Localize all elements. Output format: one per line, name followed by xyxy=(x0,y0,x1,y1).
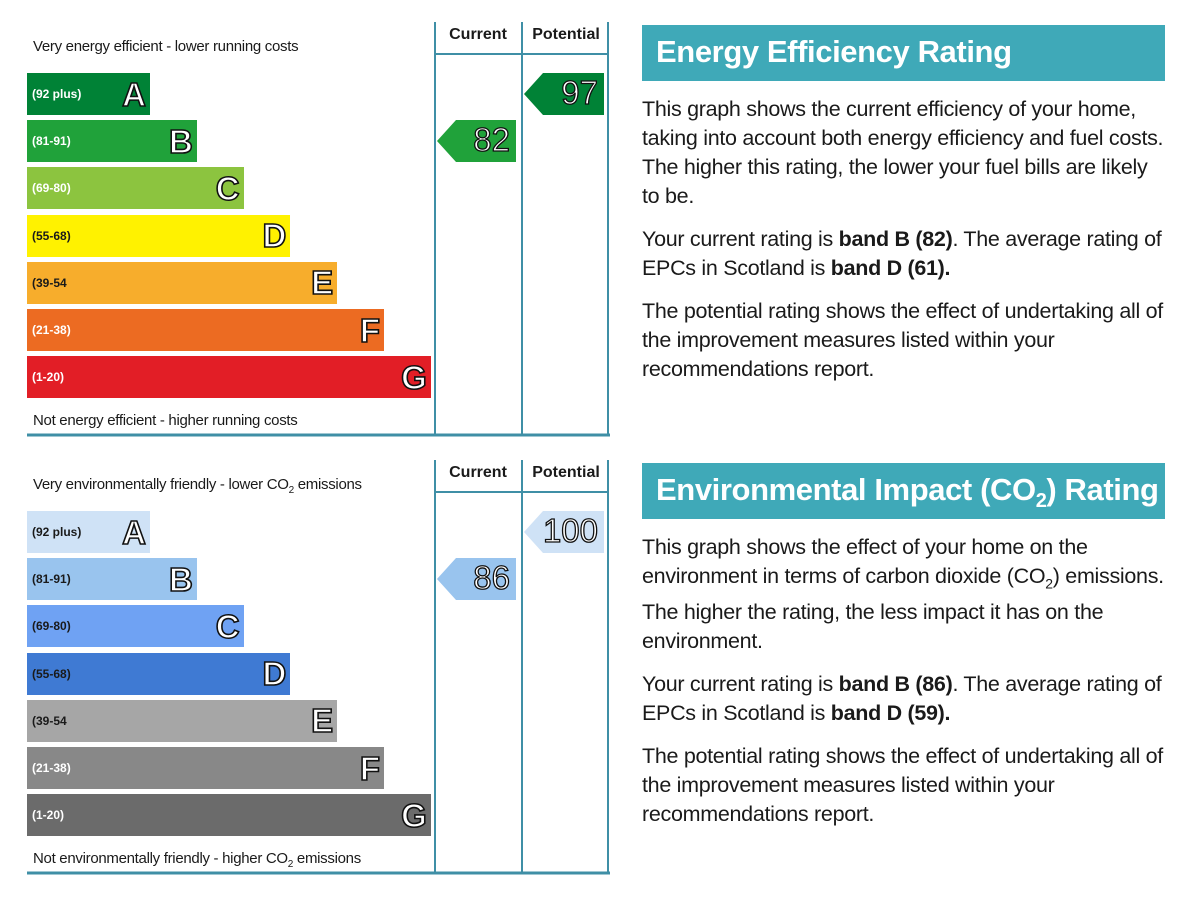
energy-band-c: (69-80) C xyxy=(27,167,244,210)
env-current-arrow: 86 xyxy=(437,558,516,601)
energy-band-c-letter: C xyxy=(215,169,240,207)
energy-band-a-letter: A xyxy=(121,75,146,113)
energy-potential-header: Potential xyxy=(532,26,600,43)
env-band-f-range: (21-38) xyxy=(32,761,71,775)
env-chart-frame xyxy=(27,460,610,875)
env-band-b: (81-91) B xyxy=(27,558,197,601)
env-band-d: (55-68) D xyxy=(27,652,291,695)
env-rating-panel: Environmental Impact (CO2) Rating This g… xyxy=(642,463,1165,829)
env-potential-header: Potential xyxy=(532,464,600,481)
energy-band-a: (92 plus) A xyxy=(27,73,150,115)
energy-current-header: Current xyxy=(449,26,507,43)
energy-current-value: 82 xyxy=(473,121,511,159)
environmental-impact-chart: Very environmentally friendly - lower CO… xyxy=(27,460,610,876)
energy-band-b: (81-91) B xyxy=(27,120,197,163)
energy-panel-current-rating: Your current rating is band B (82). The … xyxy=(642,227,1162,280)
env-band-f: (21-38) F xyxy=(27,747,384,789)
energy-band-e-range: (39-54 xyxy=(32,275,67,290)
energy-potential-value: 97 xyxy=(561,74,599,111)
energy-band-g-range: (1-20) xyxy=(32,370,65,385)
energy-band-f-range: (21-38) xyxy=(32,323,71,337)
env-band-e-letter: E xyxy=(310,702,334,740)
env-potential-value: 100 xyxy=(542,512,598,549)
env-band-c-range: (69-80) xyxy=(32,619,71,634)
env-potential-arrow: 100 xyxy=(524,511,604,553)
energy-panel-description: This graph shows the current efficiency … xyxy=(642,97,1164,208)
energy-band-e-letter: E xyxy=(310,264,334,302)
energy-potential-arrow: 97 xyxy=(524,73,604,115)
env-band-b-letter: B xyxy=(168,560,193,598)
energy-chart-frame xyxy=(27,22,610,437)
env-bottom-label: Not environmentally friendly - higher CO… xyxy=(33,850,361,870)
env-band-a-letter: A xyxy=(121,513,146,551)
env-band-b-range: (81-91) xyxy=(32,572,71,587)
energy-efficiency-chart: Very energy efficient - lower running co… xyxy=(27,22,610,438)
energy-panel-title: Energy Efficiency Rating xyxy=(642,25,1165,81)
env-band-c: (69-80) C xyxy=(27,605,244,648)
env-band-d-letter: D xyxy=(262,655,287,693)
env-band-a: (92 plus) A xyxy=(27,511,150,553)
energy-band-e: (39-54 E xyxy=(27,261,338,304)
energy-band-b-letter: B xyxy=(168,122,193,160)
env-panel-title: Environmental Impact (CO2) Rating xyxy=(642,463,1165,519)
energy-band-g: (1-20) G xyxy=(27,356,431,399)
env-band-g: (1-20) G xyxy=(27,794,431,837)
env-current-header: Current xyxy=(449,464,507,481)
energy-band-f-letter: F xyxy=(359,311,381,349)
env-band-g-range: (1-20) xyxy=(32,808,65,823)
env-band-e: (39-54 E xyxy=(27,699,338,742)
energy-band-a-range: (92 plus) xyxy=(32,87,82,101)
energy-band-g-letter: G xyxy=(400,358,427,396)
energy-current-arrow: 82 xyxy=(437,120,516,163)
energy-band-d-letter: D xyxy=(262,217,287,255)
env-band-g-letter: G xyxy=(400,796,427,834)
env-band-c-letter: C xyxy=(215,607,240,645)
energy-top-label: Very energy efficient - lower running co… xyxy=(33,38,299,55)
env-band-d-range: (55-68) xyxy=(32,666,71,681)
env-band-f-letter: F xyxy=(359,749,381,787)
energy-bottom-label: Not energy efficient - higher running co… xyxy=(33,412,298,429)
env-band-e-range: (39-54 xyxy=(32,713,67,728)
env-panel-current-rating: Your current rating is band B (86). The … xyxy=(642,672,1162,726)
energy-band-d: (55-68) D xyxy=(27,214,291,257)
energy-band-b-range: (81-91) xyxy=(32,134,71,149)
env-panel-potential-note: The potential rating shows the effect of… xyxy=(642,744,1163,827)
energy-panel-potential-note: The potential rating shows the effect of… xyxy=(642,299,1163,381)
energy-band-d-range: (55-68) xyxy=(32,228,71,243)
energy-rating-panel: Energy Efficiency Rating This graph show… xyxy=(642,25,1165,384)
env-current-value: 86 xyxy=(473,559,511,597)
energy-band-f: (21-38) F xyxy=(27,309,384,351)
env-top-label: Very environmentally friendly - lower CO… xyxy=(33,476,362,496)
env-band-a-range: (92 plus) xyxy=(32,525,82,539)
env-panel-description: This graph shows the effect of your home… xyxy=(642,535,1164,654)
energy-band-c-range: (69-80) xyxy=(32,181,71,196)
